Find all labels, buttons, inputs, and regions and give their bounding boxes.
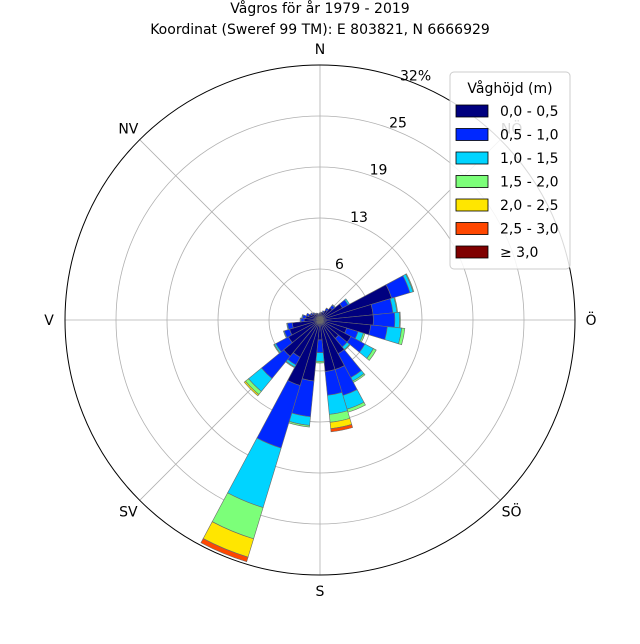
bar-dir-225-bin-4: [243, 380, 260, 397]
legend-entry-2: 1,0 - 1,5: [500, 151, 558, 167]
radial-tick-label-0: 6: [335, 257, 344, 273]
legend-swatch-4: [455, 198, 489, 212]
bar-dir-236.25-bin-3: [273, 344, 281, 354]
bar-dir-180-bin-3: [315, 360, 325, 364]
bar-dir-90-bin-3: [398, 311, 401, 329]
radial-tick-label-3: 25: [389, 116, 407, 132]
radial-tick-label-2: 19: [370, 163, 388, 179]
outer-circle: [64, 64, 576, 576]
bar-dir-67.5-bin-3: [405, 273, 415, 293]
legend-swatch-2: [455, 151, 489, 165]
direction-label-180: S: [316, 584, 325, 600]
legend-entry-3: 1,5 - 2,0: [500, 175, 558, 191]
legend-entry-1: 0,5 - 1,0: [500, 128, 558, 144]
bar-dir-315-bin-1: [312, 312, 316, 316]
direction-label-90: Ö: [585, 311, 596, 329]
legend-swatch-0: [455, 104, 489, 118]
direction-label-0: N: [315, 42, 325, 58]
legend-box: [449, 71, 571, 270]
legend-swatch-3: [455, 175, 489, 188]
wave-bars: [200, 273, 415, 563]
legend: Våghöjd (m) 0,0 - 0,5 0,5 - 1,0 1,0 - 1,5 1,…: [449, 71, 571, 270]
legend-entry-6: ≥ 3,0: [500, 245, 538, 261]
bar-dir-101.25-bin-3: [398, 327, 406, 346]
bar-dir-101.25-bin-1: [368, 324, 388, 341]
radial-tick-label-1: 13: [350, 210, 368, 226]
grid-spoke-315: [139, 139, 321, 321]
bar-dir-168.75-bin-5: [330, 424, 353, 433]
bar-dir-270-bin-2: [299, 317, 302, 323]
legend-swatch-1: [455, 128, 489, 141]
bar-dir-56.25-bin-2: [344, 298, 350, 306]
legend-title: Våghöjd (m): [467, 80, 552, 97]
polar-frame: [64, 64, 576, 576]
grid-spoke-135: [319, 319, 501, 501]
legend-swatch-5: [455, 222, 489, 235]
bar-dir-180-bin-2: [315, 352, 325, 362]
direction-label-315: NV: [118, 121, 138, 137]
chart-subtitle: Koordinat (Sweref 99 TM): E 803821, N 66…: [150, 22, 490, 38]
radial-tick-label-4: 32%: [400, 68, 431, 84]
bar-dir-202.5-bin-5: [200, 538, 249, 563]
bar-dir-90-bin-2: [394, 311, 400, 329]
legend-entry-5: 2,5 - 3,0: [500, 222, 558, 238]
bar-dir-337.5-bin-1: [316, 312, 319, 315]
bar-dir-123.75-bin-3: [366, 348, 377, 361]
bar-dir-303.75-bin-1: [309, 312, 314, 316]
chart-title: Vågros för år 1979 - 2019: [230, 0, 409, 17]
polar-grid: [65, 65, 575, 575]
legend-entry-0: 0,0 - 0,5: [500, 104, 558, 120]
direction-label-270: V: [44, 313, 54, 329]
legend-entry-4: 2,0 - 2,5: [500, 198, 558, 214]
bar-dir-292.5-bin-1: [305, 312, 310, 317]
bar-dir-326.25-bin-1: [314, 312, 318, 315]
bar-dir-90-bin-1: [372, 312, 396, 328]
direction-label-135: SÖ: [502, 503, 522, 521]
bar-dir-258.75-bin-2: [286, 322, 290, 331]
legend-swatch-6: [455, 245, 489, 259]
bar-dir-247.5-bin-2: [283, 330, 288, 339]
direction-label-225: SV: [119, 505, 138, 521]
bar-dir-281.25-bin-2: [301, 314, 304, 319]
